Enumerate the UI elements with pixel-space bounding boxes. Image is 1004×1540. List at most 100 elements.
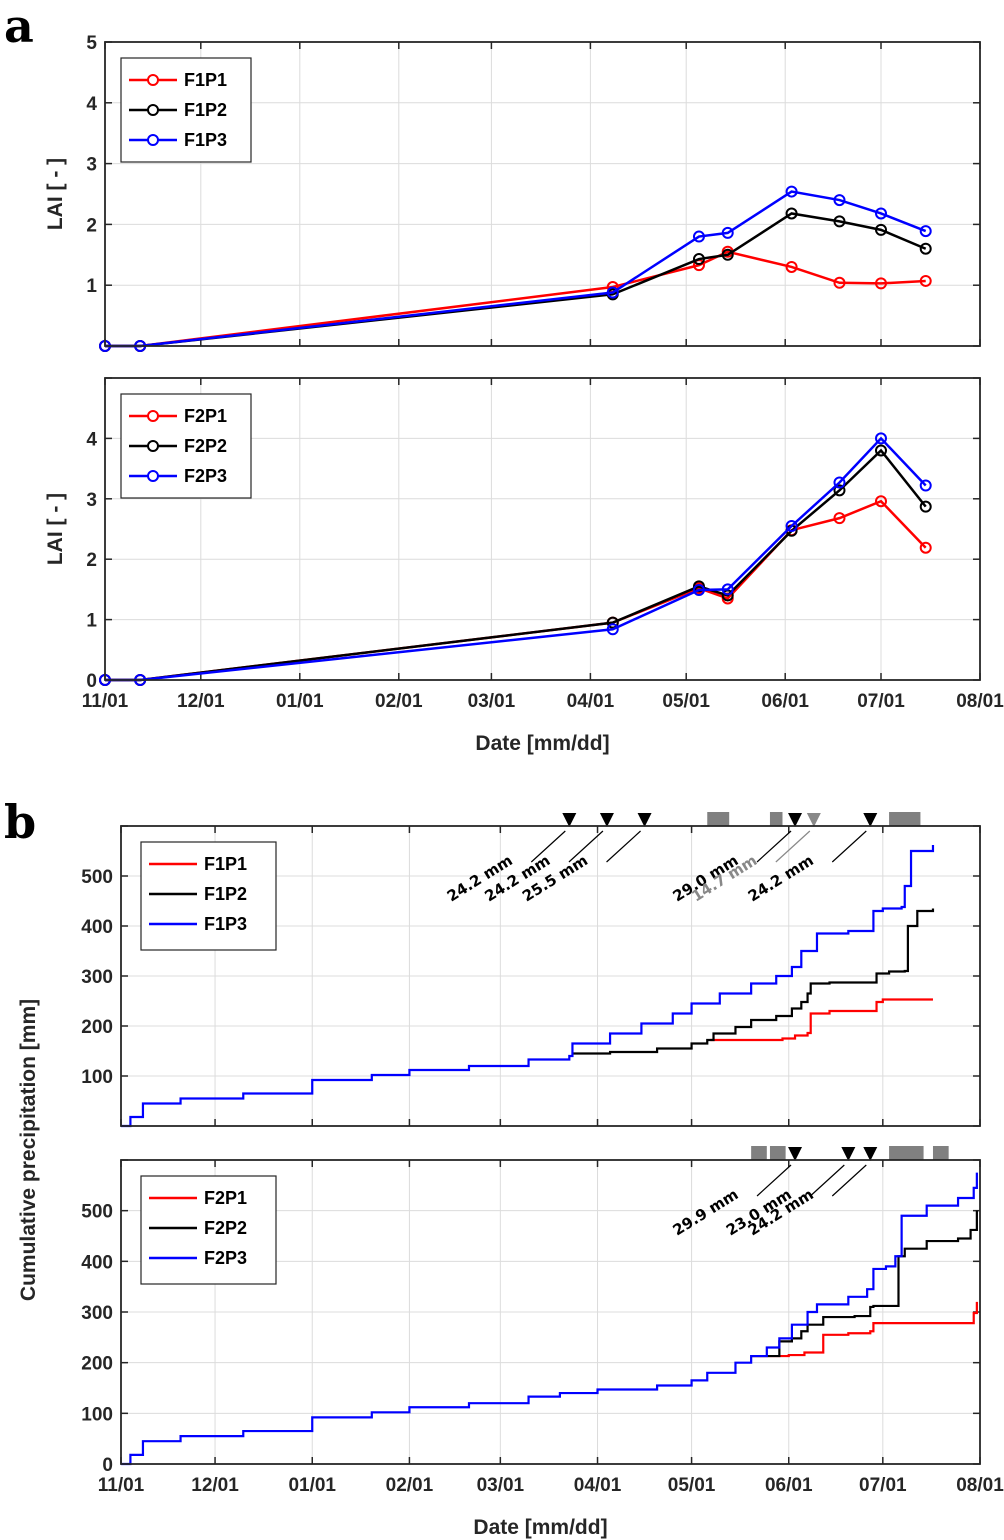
- data-point: [785, 260, 798, 273]
- data-point: [833, 484, 846, 497]
- x-tick-label: 07/01: [857, 691, 905, 712]
- series-F2P1: [99, 495, 932, 686]
- panel-label-b: b: [4, 795, 36, 849]
- y-axis-label: LAI [ - ]: [44, 493, 67, 565]
- axes-box: [104, 41, 981, 347]
- y-tick-label: 300: [81, 1303, 113, 1324]
- data-point: [721, 583, 734, 596]
- y-tick-label: 2: [86, 215, 97, 236]
- y-tick-label: 3: [86, 155, 97, 176]
- rain-event-marker: [788, 813, 803, 827]
- rain-event-leader: [809, 1164, 845, 1197]
- series-line: [751, 1301, 978, 1358]
- chart-1: 1 2 3 4 5 F1P1 F1P2 F1P3 LAI [ - ]: [44, 33, 981, 352]
- irrigation-bar: [889, 812, 921, 826]
- data-point: [692, 253, 705, 266]
- legend: F2P1 F2P2 F2P3: [120, 393, 252, 499]
- x-tick-label: 04/01: [574, 1475, 622, 1496]
- legend-label: F2P2: [204, 1218, 247, 1238]
- y-tick-label: 400: [81, 917, 113, 938]
- legend-marker: [147, 440, 159, 452]
- rain-event-marker: [863, 1147, 878, 1161]
- series-F2P1: [751, 1301, 978, 1358]
- irrigation-bar: [707, 812, 730, 826]
- chart-4: 11/01 12/01 01/01 02/01 03/01 04/01 05/01 06/01…: [81, 1146, 1004, 1539]
- data-point: [833, 476, 846, 489]
- legend-label: F2P3: [204, 1248, 247, 1268]
- legend-label: F2P3: [184, 466, 227, 486]
- legend-box: [140, 841, 277, 951]
- series-F1P1: [710, 998, 933, 1042]
- series-line: [572, 908, 935, 1055]
- series-line: [121, 845, 935, 1128]
- data-point: [692, 584, 705, 597]
- x-tick-label: 03/01: [468, 691, 516, 712]
- legend-marker: [147, 410, 159, 422]
- y-tick-label: 2: [86, 550, 97, 571]
- data-point: [833, 512, 846, 525]
- data-point: [875, 495, 888, 508]
- legend: F1P1 F1P2 F1P3: [120, 57, 252, 163]
- data-point: [721, 248, 734, 261]
- y-tick-label: 500: [81, 867, 113, 888]
- legend-label: F1P2: [204, 884, 247, 904]
- y-tick-label: 1: [86, 611, 97, 632]
- data-point: [721, 226, 734, 239]
- series-F1P2: [572, 908, 935, 1055]
- data-point: [785, 185, 798, 198]
- x-axis-label: Date [mm/dd]: [473, 1516, 607, 1539]
- x-tick-label: 11/01: [98, 1475, 145, 1496]
- rain-event-leader: [756, 830, 792, 863]
- x-tick-label: 03/01: [477, 1475, 525, 1496]
- y-tick-label: 100: [81, 1067, 113, 1088]
- rain-event-leader: [831, 1164, 867, 1197]
- x-tick-label: 05/01: [662, 691, 710, 712]
- data-point: [919, 479, 932, 492]
- rain-event-marker: [599, 813, 614, 827]
- axes-box: [104, 377, 981, 681]
- axes-box: [120, 825, 981, 1127]
- x-tick-label: 02/01: [386, 1475, 434, 1496]
- panel-label-a: a: [4, 0, 34, 53]
- data-point: [875, 277, 888, 290]
- x-tick-label: 06/01: [761, 691, 809, 712]
- axes-box: [120, 1159, 981, 1465]
- y-tick-label: 4: [86, 429, 97, 450]
- data-point: [833, 215, 846, 228]
- y-tick-label: 4: [86, 94, 97, 115]
- legend-label: F1P3: [184, 130, 227, 150]
- legend-label: F1P2: [184, 100, 227, 120]
- irrigation-bar: [769, 1146, 786, 1160]
- legend-label: F2P1: [204, 1188, 247, 1208]
- series-line: [710, 998, 933, 1042]
- legend-label: F1P3: [204, 914, 247, 934]
- data-point: [785, 519, 798, 532]
- y-tick-label: 200: [81, 1017, 113, 1038]
- y-tick-label: 3: [86, 490, 97, 511]
- legend: F1P1 F1P2 F1P3: [140, 841, 277, 951]
- data-point: [833, 194, 846, 207]
- data-point: [919, 541, 932, 554]
- y-tick-label: 400: [81, 1252, 113, 1273]
- series-line: [105, 436, 927, 682]
- series-line: [105, 499, 927, 682]
- series-F1P3: [99, 185, 932, 352]
- data-point: [606, 286, 619, 299]
- x-tick-label: 06/01: [765, 1475, 813, 1496]
- legend: F2P1 F2P2 F2P3: [140, 1175, 277, 1285]
- chart-2: 11/01 12/01 01/01 02/01 03/01 04/01 05/01 06/01…: [44, 377, 1004, 755]
- data-point: [606, 616, 619, 629]
- irrigation-bar: [751, 1146, 767, 1160]
- series-line: [105, 190, 927, 348]
- legend-box: [140, 1175, 277, 1285]
- series-F1P2: [99, 207, 932, 352]
- x-tick-label: 08/01: [956, 691, 1004, 712]
- legend-label: F2P1: [184, 406, 227, 426]
- data-point: [833, 276, 846, 289]
- x-tick-label: 01/01: [276, 691, 324, 712]
- y-tick-label: 500: [81, 1202, 113, 1223]
- rain-event-leader: [831, 830, 867, 863]
- legend-marker: [147, 470, 159, 482]
